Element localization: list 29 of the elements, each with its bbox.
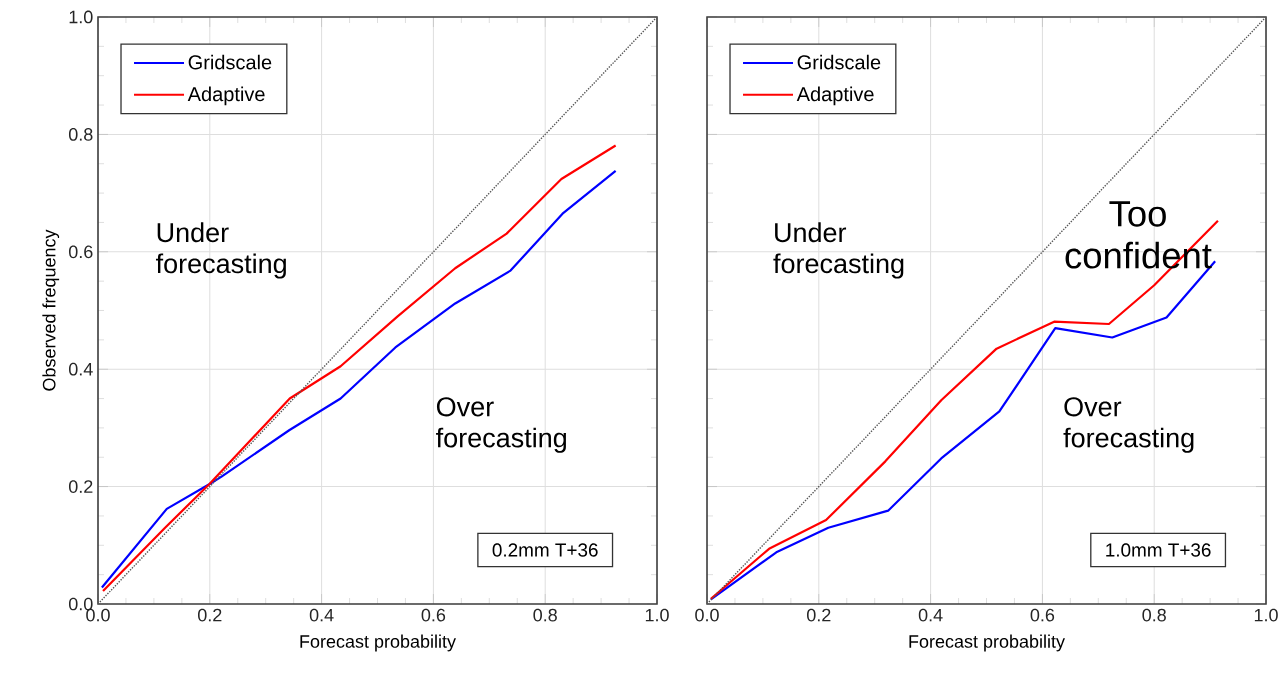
legend-label: Adaptive [187, 86, 265, 106]
x-tick-label: 0.8 [533, 608, 557, 622]
y-tick-label: 0.6 [68, 245, 93, 259]
legend-label: Gridscale [188, 54, 272, 70]
annotation: Under forecasting [773, 222, 904, 279]
x-axis-title: Forecast probability [300, 634, 456, 652]
x-axis-title: Forecast probability [909, 634, 1065, 652]
annotation: Under forecasting [155, 222, 286, 279]
annotation: 0.2mm T+36 [492, 543, 598, 557]
legend-label: Gridscale [797, 54, 881, 70]
y-tick-label: 1.0 [69, 10, 93, 24]
y-tick-label: 0.4 [68, 362, 93, 376]
y-tick-label: 0.2 [68, 480, 93, 493]
x-tick-label: 0.4 [309, 608, 334, 622]
annotation: Over forecasting [436, 397, 566, 453]
x-tick-label: 0.8 [1142, 608, 1166, 622]
x-tick-label: 0.0 [695, 608, 719, 622]
y-tick-label: 0.8 [68, 128, 93, 141]
x-tick-label: 0.2 [807, 608, 831, 622]
x-tick-label: 0.4 [918, 608, 943, 622]
y-axis-title: Observed frequency [42, 229, 60, 391]
annotation: 1.0mm T+36 [1106, 543, 1211, 557]
x-tick-label: 0.2 [198, 608, 222, 622]
x-tick-label: 0.6 [1030, 608, 1055, 622]
legend-label: Adaptive [796, 86, 874, 106]
x-tick-label: 0.6 [421, 608, 446, 622]
x-tick-label: 1.0 [1254, 608, 1278, 622]
x-tick-label: 1.0 [645, 608, 669, 622]
annotation: Over forecasting [1063, 397, 1194, 453]
